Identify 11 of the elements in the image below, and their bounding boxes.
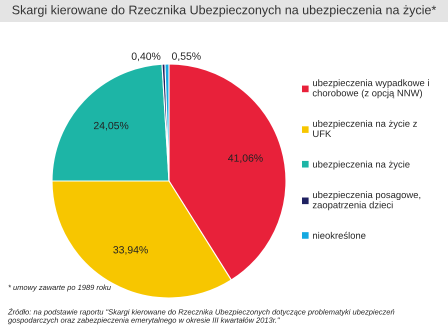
legend-label: ubezpieczenia na życie z UFK — [313, 120, 417, 138]
data-label: 24,05% — [94, 122, 128, 130]
legend-label: nieokreślone — [313, 232, 366, 239]
data-label: 0,40% — [132, 52, 160, 62]
legend-label: ubezpieczenia na życie — [313, 160, 410, 170]
data-label: 41,06% — [228, 154, 263, 163]
chart-title: Skargi kierowane do Rzecznika Ubezpieczonych na ubezpieczenia na życie* — [12, 5, 436, 17]
data-label: 0,55% — [172, 52, 201, 62]
legend-label: ubezpieczenia posagowe, zaopatrzenia dzieci — [312, 191, 420, 210]
legend-label: ubezpieczenia wypadkowe i chorobowe (z opcją NNW) — [312, 79, 429, 98]
data-label: 33,94% — [113, 246, 148, 255]
